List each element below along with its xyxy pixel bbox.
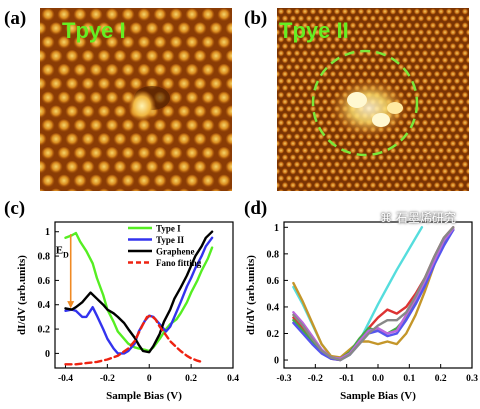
x-tick-label: -0.2 bbox=[100, 374, 115, 384]
series-line-3 bbox=[292, 228, 455, 360]
y-tick-label: 0.8 bbox=[38, 252, 51, 263]
y-tick-label: 1 bbox=[45, 227, 50, 238]
stm-image-type-i: Tpye I bbox=[40, 8, 232, 191]
ed-annotation-sub: D bbox=[63, 251, 69, 260]
series-line-type-i bbox=[64, 231, 214, 353]
y-tick-label: 0.4 bbox=[267, 302, 280, 313]
series-line-5 bbox=[292, 227, 455, 360]
series-line-6 bbox=[292, 226, 455, 362]
y-axis-label: dI/dV (arb.units) bbox=[245, 255, 257, 335]
x-tick-label: 0.2 bbox=[185, 374, 197, 384]
x-tick-label: -0.1 bbox=[339, 374, 354, 384]
legend-label: Fano fitting bbox=[156, 258, 202, 268]
series-line-2 bbox=[292, 226, 455, 362]
x-tick-label: 0.4 bbox=[227, 374, 239, 384]
x-tick-label: 0.1 bbox=[403, 374, 415, 384]
y-tick-label: 0.2 bbox=[38, 325, 51, 336]
y-tick-label: 0.6 bbox=[267, 276, 280, 287]
x-tick-label: -0.3 bbox=[276, 374, 291, 384]
watermark-text: 石墨烯研究 bbox=[395, 211, 456, 225]
panel-label-c: (c) bbox=[4, 198, 26, 219]
stm-title-type-ii: Tpye II bbox=[279, 18, 349, 43]
y-tick-label: 0.4 bbox=[38, 300, 51, 311]
panel-label-d: (d) bbox=[244, 198, 268, 219]
x-axis-label: Sample Bias (V) bbox=[340, 390, 416, 402]
y-tick-label: 0.8 bbox=[267, 249, 280, 260]
x-tick-label: 0.3 bbox=[466, 374, 478, 384]
panel-label-b: (b) bbox=[244, 8, 268, 29]
watermark-icon: ⌘ bbox=[380, 211, 392, 225]
y-axis-label: dI/dV (arb.units) bbox=[16, 255, 28, 335]
chart-d: -0.3 -0.2 -0.1 0.0 0.1 0.2 0.3 0 0.2 0.4 0.6 0.8 1 Sa… bbox=[245, 221, 478, 402]
x-axis-label: Sample Bias (V) bbox=[106, 390, 182, 402]
series-line-graphene bbox=[64, 230, 214, 354]
y-tick-label: 1 bbox=[274, 223, 279, 234]
plot-frame bbox=[54, 221, 234, 369]
series-line-1 bbox=[292, 228, 455, 359]
stm-title-type-i: Tpye I bbox=[62, 18, 126, 43]
y-tick-label: 0 bbox=[45, 349, 50, 360]
x-tick-label: 0.0 bbox=[372, 374, 384, 384]
y-tick-label: 0.2 bbox=[267, 329, 280, 340]
stm-image-type-i-canvas bbox=[40, 8, 232, 191]
legend-label: Graphene bbox=[156, 247, 195, 257]
watermark: ⌘ 石墨烯研究 bbox=[380, 209, 456, 226]
ed-annotation: ED bbox=[56, 245, 69, 260]
chart-c: -0.4 -0.2 0 0.2 0.4 0 0.2 0.4 0.6 0.8 1 Sample Bias… bbox=[16, 221, 239, 402]
y-tick-label: 0.6 bbox=[38, 276, 51, 287]
legend-label: Type II bbox=[156, 235, 185, 245]
series-line-4 bbox=[292, 228, 455, 362]
x-tick-label: 0.2 bbox=[435, 374, 447, 384]
stm-image-type-ii: Tpye II bbox=[277, 8, 469, 191]
highlight-circle bbox=[311, 49, 419, 157]
x-tick-label: -0.2 bbox=[308, 374, 323, 384]
ed-arrow-head bbox=[67, 301, 75, 309]
stm-image-type-ii-canvas bbox=[277, 8, 469, 191]
x-tick-label: 0 bbox=[147, 374, 152, 384]
panel-label-a: (a) bbox=[4, 8, 27, 29]
series-line-fano-fitting bbox=[64, 314, 203, 366]
x-tick-label: -0.4 bbox=[58, 374, 73, 384]
legend-label: Type I bbox=[156, 224, 181, 234]
ed-annotation-main: E bbox=[56, 245, 63, 257]
y-tick-label: 0 bbox=[274, 356, 279, 367]
